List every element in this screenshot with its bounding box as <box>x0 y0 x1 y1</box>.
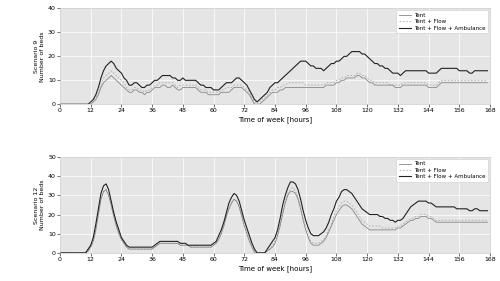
Y-axis label: Scenario 9
Number of beds: Scenario 9 Number of beds <box>34 31 45 81</box>
Y-axis label: Scenario 12
Number of beds: Scenario 12 Number of beds <box>34 180 45 230</box>
Legend: Tent, Tent + Flow, Tent + Flow + Ambulance: Tent, Tent + Flow, Tent + Flow + Ambulan… <box>396 10 488 33</box>
X-axis label: Time of week [hours]: Time of week [hours] <box>238 265 312 272</box>
Legend: Tent, Tent + Flow, Tent + Flow + Ambulance: Tent, Tent + Flow, Tent + Flow + Ambulan… <box>396 159 488 182</box>
X-axis label: Time of week [hours]: Time of week [hours] <box>238 116 312 123</box>
